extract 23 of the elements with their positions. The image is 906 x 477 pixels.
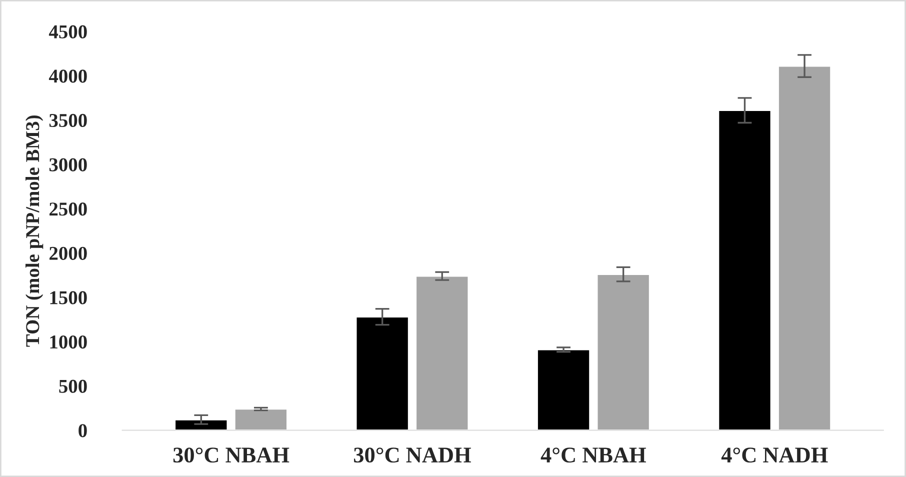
bar <box>778 65 832 430</box>
y-tick-label: 2000 <box>50 246 87 260</box>
x-tick-label: 4°C NADH <box>721 448 828 463</box>
bar <box>355 316 410 430</box>
y-tick-label: 3000 <box>49 158 87 172</box>
bar <box>415 275 470 430</box>
bar <box>718 110 772 430</box>
bar <box>174 418 228 430</box>
x-tick-label: 30°C NBAH <box>173 448 290 463</box>
bar <box>234 408 288 430</box>
y-tick-label: 1000 <box>50 335 87 349</box>
y-tick-label: 4500 <box>48 25 87 38</box>
x-tick-label: 4°C NBAH <box>540 448 646 463</box>
y-axis-title: TON (mole pNP/mole BM3) <box>26 116 44 347</box>
y-tick-label: 2500 <box>50 202 87 216</box>
bar <box>536 348 590 430</box>
y-tick-label: 1500 <box>50 291 87 304</box>
y-tick-label: 500 <box>59 380 87 393</box>
y-tick-label: 0 <box>78 424 87 438</box>
bar <box>596 274 650 430</box>
y-tick-label: 4000 <box>48 70 87 83</box>
y-tick-label: 3500 <box>49 114 87 128</box>
x-tick-label: 30°C NADH <box>354 448 471 463</box>
